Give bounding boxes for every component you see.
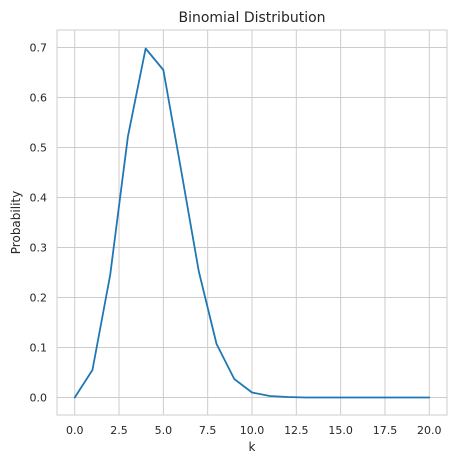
grid-layer [57, 30, 447, 415]
x-tick-label: 7.5 [199, 424, 217, 437]
y-tick-label: 0.3 [30, 242, 48, 255]
y-axis-label: Probability [9, 191, 23, 254]
x-tick-label: 5.0 [155, 424, 173, 437]
plot-frame [56, 29, 448, 416]
x-axis-label: k [249, 440, 256, 454]
y-tick-label: 0.2 [30, 292, 48, 305]
x-tick-label: 20.0 [417, 424, 442, 437]
y-tick-label: 0.6 [30, 92, 48, 105]
chart-title: Binomial Distribution [178, 10, 325, 26]
y-tick-label: 0.4 [30, 192, 48, 205]
x-tick-label: 17.5 [373, 424, 398, 437]
x-tick-label: 2.5 [110, 424, 128, 437]
x-tick-label: 10.0 [240, 424, 265, 437]
y-tick-label: 0.1 [30, 342, 48, 355]
y-tick-label: 0.0 [30, 392, 48, 405]
y-tick-label: 0.5 [30, 142, 48, 155]
y-tick-labels: 0.0 0.1 0.2 0.3 0.4 0.5 0.6 0.7 [30, 42, 48, 405]
x-tick-label: 12.5 [284, 424, 309, 437]
x-tick-labels: 0.0 2.5 5.0 7.5 10.0 12.5 15.0 17.5 20.0 [66, 424, 442, 437]
series-line [73, 47, 431, 399]
x-tick-label: 15.0 [328, 424, 353, 437]
series-layer [73, 47, 431, 399]
y-tick-label: 0.7 [30, 42, 48, 55]
x-tick-label: 0.0 [66, 424, 84, 437]
